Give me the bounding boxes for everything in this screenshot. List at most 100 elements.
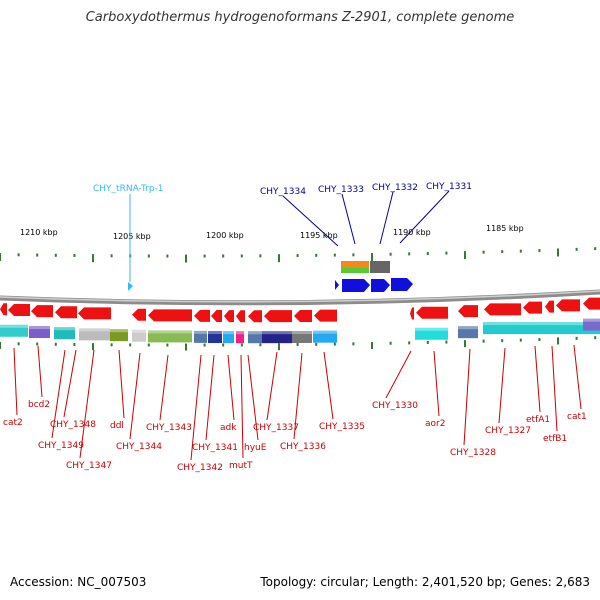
scale-tick: [92, 343, 94, 351]
feature-bar: [29, 326, 50, 339]
gene-arrow[interactable]: [31, 305, 53, 318]
gene-arrow[interactable]: [78, 307, 111, 320]
top-label[interactable]: CHY_1332: [372, 183, 418, 193]
gene-arrow[interactable]: [342, 279, 370, 292]
feature-bar: [583, 318, 600, 331]
bottom-label[interactable]: CHY_1347: [66, 461, 112, 471]
bottom-label[interactable]: cat1: [567, 412, 587, 422]
gene-arrow[interactable]: [484, 303, 521, 316]
trna-marker[interactable]: [128, 282, 133, 291]
gene-arrow[interactable]: [371, 279, 390, 292]
feature-bar: [236, 331, 244, 344]
gene-arrow[interactable]: [583, 297, 600, 310]
feature-bar: [370, 261, 390, 273]
bottom-label[interactable]: CHY_1337: [253, 423, 299, 433]
gene-arrow[interactable]: [0, 303, 7, 316]
scale-tick: [36, 342, 39, 346]
gene-arrow[interactable]: [416, 306, 448, 319]
scale-tick: [17, 342, 20, 346]
scale-tick: [147, 343, 150, 347]
top-label[interactable]: CHY_1334: [260, 187, 306, 197]
top-label[interactable]: CHY_1333: [318, 185, 364, 195]
gene-arrow[interactable]: [314, 309, 337, 322]
leader-line: [341, 193, 356, 245]
bottom-label[interactable]: hyuE: [244, 443, 267, 453]
bottom-label[interactable]: CHY_1342: [177, 463, 223, 473]
bottom-label[interactable]: CHY_1327: [485, 426, 531, 436]
scale-tick: [73, 253, 76, 257]
scale-tick: [352, 342, 355, 346]
gene-arrow[interactable]: [335, 280, 339, 290]
top-label-trna[interactable]: CHY_tRNA-Trp-1: [93, 184, 164, 194]
gene-arrow[interactable]: [248, 310, 262, 323]
bottom-label[interactable]: CHY_1335: [319, 422, 365, 432]
bottom-label[interactable]: CHY_1344: [116, 442, 162, 452]
gene-arrow[interactable]: [391, 278, 413, 291]
feature-bar-shine: [110, 329, 128, 333]
feature-bar-shine: [236, 331, 244, 335]
scale-labels: 1210 kbp 1205 kbp 1200 kbp 1195 kbp 1190…: [20, 224, 524, 241]
topology-text: Topology: circular; Length: 2,401,520 bp…: [260, 575, 590, 589]
feature-bar-shine: [483, 322, 600, 326]
leader-line: [205, 354, 215, 441]
leader-line: [323, 351, 334, 420]
gene-arrow[interactable]: [211, 310, 222, 323]
bottom-label[interactable]: CHY_1348: [50, 420, 96, 430]
bottom-label[interactable]: CHY_1330: [372, 401, 418, 411]
gene-arrow[interactable]: [55, 306, 77, 319]
gene-arrow[interactable]: [458, 305, 478, 318]
bottom-label[interactable]: CHY_1341: [192, 443, 238, 453]
scale-tick: [259, 343, 262, 347]
scale-tick: [73, 342, 76, 346]
scale-tick: [389, 252, 392, 256]
scale-label: 1210 kbp: [20, 228, 58, 237]
scale-label: 1200 kbp: [206, 231, 244, 240]
gene-arrow[interactable]: [132, 308, 146, 321]
gene-arrow[interactable]: [556, 299, 580, 312]
scale-tick: [166, 254, 169, 258]
feature-bar: [458, 326, 478, 339]
bottom-label[interactable]: etfA1: [526, 415, 550, 425]
gene-arrow[interactable]: [8, 304, 30, 317]
feature-bar: [208, 331, 222, 344]
gene-arrow[interactable]: [236, 310, 245, 323]
bottom-label[interactable]: aor2: [425, 419, 445, 429]
gene-arrow[interactable]: [545, 300, 554, 313]
gene-arrow[interactable]: [148, 309, 192, 322]
scale-tick: [185, 254, 187, 263]
feature-bar-shine: [583, 318, 600, 322]
bottom-label[interactable]: CHY_1328: [450, 448, 496, 458]
feature-bar-shine: [194, 330, 207, 334]
bottom-label[interactable]: mutT: [229, 461, 253, 471]
bottom-label[interactable]: CHY_1349: [38, 441, 84, 451]
gene-arrow[interactable]: [224, 310, 234, 323]
feature-bar-shine: [132, 329, 146, 333]
leader-line: [79, 349, 95, 459]
leader-line: [293, 352, 303, 440]
bottom-label[interactable]: cat2: [3, 418, 23, 428]
scale-tick: [464, 251, 466, 260]
scale-tick: [557, 248, 559, 257]
forward-strand: [128, 261, 413, 292]
bottom-label[interactable]: bcd2: [28, 400, 50, 410]
bottom-label[interactable]: adk: [220, 423, 237, 433]
top-label[interactable]: CHY_1331: [426, 182, 472, 192]
leader-line: [282, 195, 339, 247]
bottom-label[interactable]: CHY_1336: [280, 442, 326, 452]
accession-text: Accession: NC_007503: [10, 575, 147, 589]
feature-bar-shine: [148, 330, 192, 334]
leader-line: [37, 345, 43, 398]
leader-line: [573, 344, 582, 410]
gene-arrow[interactable]: [294, 309, 312, 322]
gene-arrow[interactable]: [410, 307, 414, 320]
gene-arrow[interactable]: [264, 310, 292, 323]
scale-tick: [278, 343, 280, 351]
bottom-label[interactable]: CHY_1343: [146, 423, 192, 433]
leader-line: [247, 354, 259, 441]
bottom-label[interactable]: etfB1: [543, 434, 567, 444]
gene-arrow[interactable]: [523, 301, 542, 314]
feature-bar: [223, 331, 234, 344]
gene-arrow[interactable]: [194, 309, 210, 322]
bottom-label[interactable]: ddl: [110, 421, 124, 431]
